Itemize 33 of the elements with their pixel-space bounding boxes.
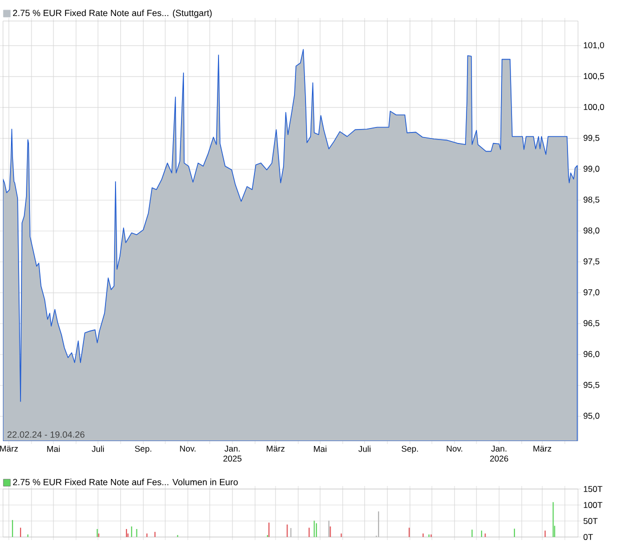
- y-tick-label: 150T: [584, 486, 602, 492]
- y-tick-label: 50T: [584, 518, 598, 524]
- x-tick-label: Mai: [47, 446, 60, 452]
- x-tick-label: Sep.: [134, 446, 152, 454]
- x-tick-label: Nov.: [446, 446, 462, 452]
- legend-label: 2.75 % EUR Fixed Rate Note auf Fes... (Stuttgart): [13, 10, 212, 18]
- x-tick-label: Jan. 2026: [490, 446, 508, 462]
- y-tick-label: 96,0: [584, 351, 600, 358]
- y-tick-label: 0T: [584, 534, 593, 540]
- y-tick-label: 100,0: [584, 104, 604, 111]
- y-tick-label: 98,0: [584, 228, 600, 234]
- y-tick-label: 100,5: [584, 73, 604, 80]
- x-tick-label: Juli: [92, 446, 104, 452]
- y-tick-label: 97,0: [584, 289, 600, 296]
- y-tick-label: 95,5: [584, 382, 600, 389]
- x-tick-label: Mai: [314, 446, 326, 452]
- annotation: 22.02.24 - 19.04.26: [8, 431, 84, 438]
- y-tick-label: 96,5: [584, 320, 600, 328]
- y-tick-label: 97,5: [584, 258, 600, 266]
- x-tick-label: März: [0, 446, 18, 452]
- x-tick-label: Jan. 2025: [223, 446, 242, 462]
- x-tick-label: Juli: [358, 446, 370, 452]
- x-tick-label: März: [266, 446, 285, 452]
- y-tick-label: 98,5: [584, 196, 600, 204]
- legend-label: 2.75 % EUR Fixed Rate Note auf Fes... Volumen in Euro: [13, 478, 238, 486]
- y-tick-label: 99,0: [584, 166, 600, 173]
- x-tick-label: Nov.: [180, 446, 196, 452]
- x-tick-label: Sep.: [402, 446, 418, 454]
- y-tick-label: 95,0: [584, 412, 600, 420]
- y-tick-label: 99,5: [584, 134, 600, 142]
- y-tick-label: 101,0: [584, 42, 604, 50]
- y-tick-label: 100T: [584, 502, 602, 508]
- x-tick-label: März: [533, 446, 552, 452]
